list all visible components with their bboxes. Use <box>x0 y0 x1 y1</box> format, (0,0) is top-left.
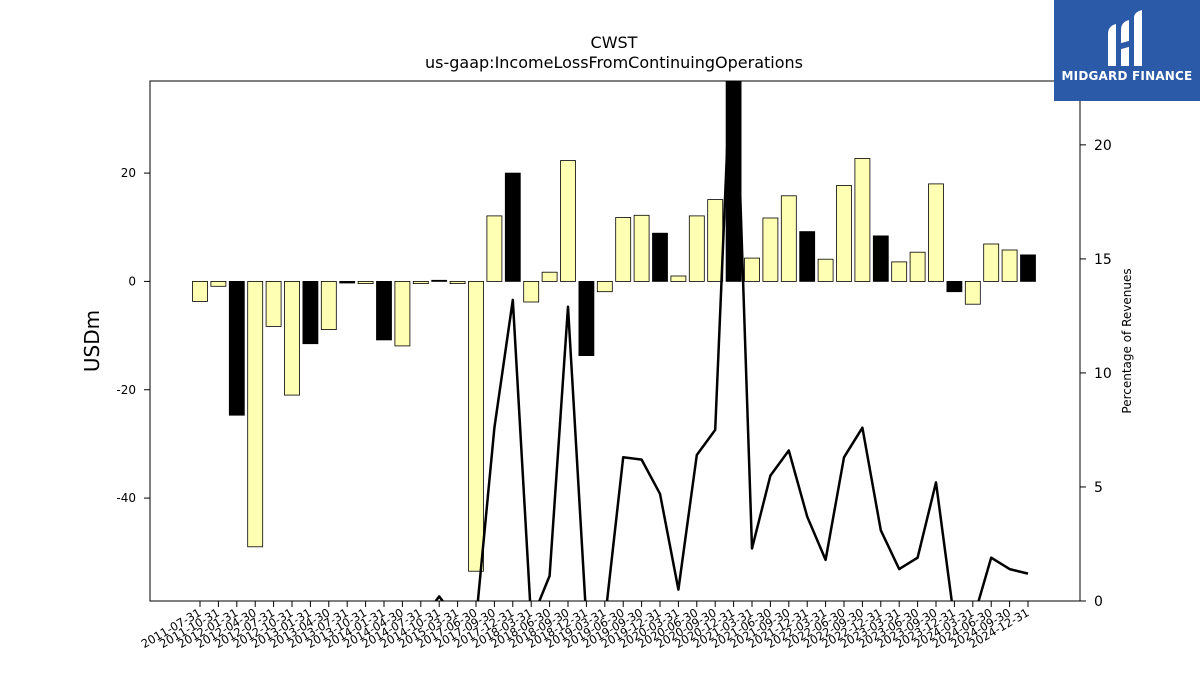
y-axis-label: USDm <box>80 310 104 372</box>
y2-axis-ticks: 0 5 10 15 20 <box>1080 138 1112 610</box>
bar <box>1001 249 1018 282</box>
bar <box>854 158 871 282</box>
bar <box>909 251 926 282</box>
bar <box>412 280 429 284</box>
plot-frame <box>149 80 1081 602</box>
bar <box>817 258 834 282</box>
bar <box>486 215 503 282</box>
bar <box>523 280 540 303</box>
logo-text: MIDGARD FINANCE <box>1061 69 1193 83</box>
bar <box>284 280 300 396</box>
bar <box>615 217 632 282</box>
bar <box>302 280 319 345</box>
chart-subtitle: us-gaap:IncomeLossFromContinuingOperatio… <box>425 53 803 72</box>
bar <box>744 257 760 282</box>
y2-axis-label: Percentage of Revenues <box>1120 268 1134 413</box>
y-tick-label: 0 <box>128 274 136 288</box>
bar <box>192 280 208 302</box>
y2-tick-label: 10 <box>1094 366 1112 382</box>
x-axis-ticks: 2011-07-312011-10-312012-01-312012-04-30… <box>139 601 1032 651</box>
bar <box>633 214 650 282</box>
logo-icon <box>1108 10 1142 66</box>
bar <box>596 280 613 293</box>
line-path <box>434 81 1029 601</box>
y2-tick-label: 0 <box>1094 594 1103 610</box>
bar <box>504 172 521 282</box>
y2-tick-label: 5 <box>1094 480 1103 496</box>
bar <box>376 280 392 341</box>
bar <box>394 280 411 347</box>
bar <box>928 183 944 282</box>
bar <box>357 280 374 284</box>
bar <box>228 280 245 416</box>
bar <box>872 235 889 282</box>
bar <box>964 280 981 305</box>
bar-series <box>192 81 1036 572</box>
bar <box>1020 254 1036 282</box>
bar <box>247 280 264 548</box>
bar <box>670 275 687 282</box>
bar <box>983 243 1000 282</box>
bar <box>836 185 852 282</box>
y-tick-label: 20 <box>121 166 136 180</box>
bar <box>799 231 816 282</box>
line-series <box>434 81 1029 601</box>
y2-tick-label: 20 <box>1094 138 1112 154</box>
bar <box>210 280 227 287</box>
logo: MIDGARD FINANCE <box>1054 0 1200 101</box>
bar <box>560 160 576 282</box>
bar <box>431 279 448 282</box>
bar <box>541 271 558 282</box>
bar <box>320 280 337 330</box>
y-tick-label: -40 <box>116 491 136 505</box>
bar <box>449 280 466 284</box>
bar <box>339 280 356 284</box>
bar <box>652 232 668 282</box>
bar <box>946 280 963 293</box>
bar <box>707 199 724 282</box>
bar <box>578 280 595 356</box>
y-tick-label: -20 <box>116 383 136 397</box>
bar <box>265 280 282 327</box>
y-axis-ticks: 20 0 -20 -40 <box>116 166 150 505</box>
chart-title: CWST <box>591 33 638 52</box>
bar <box>468 280 484 572</box>
bar <box>762 217 779 282</box>
y2-tick-label: 15 <box>1094 252 1112 268</box>
bar <box>688 215 705 282</box>
bar <box>780 195 797 282</box>
bar <box>891 261 908 282</box>
